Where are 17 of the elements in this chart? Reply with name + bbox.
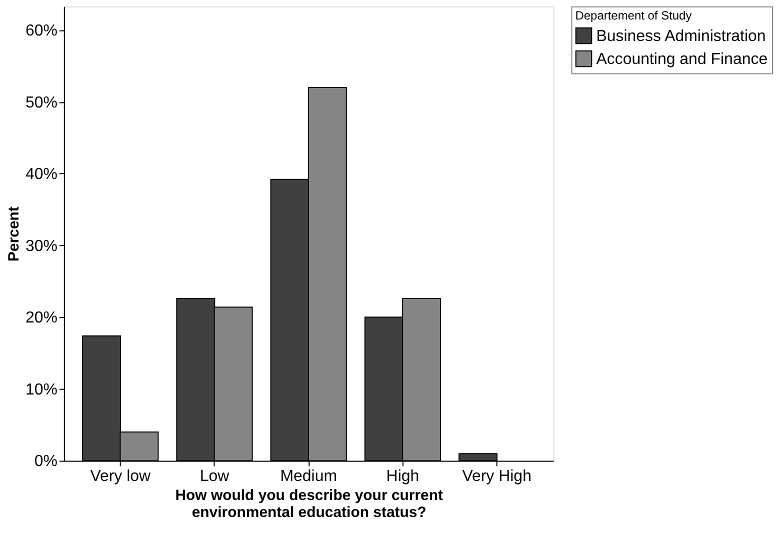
y-tick-label: 0% [34, 453, 58, 470]
y-axis-title: Percent [5, 206, 22, 262]
y-tick-label: 40% [25, 166, 58, 184]
x-tick-label: Very High [462, 468, 532, 486]
y-tick-label: 20% [25, 310, 58, 327]
y-tick-label: 30% [25, 238, 58, 255]
y-tick-label: 60% [25, 22, 58, 40]
legend-label: Accounting and Finance [596, 50, 768, 68]
x-tick-label: Low [200, 468, 230, 486]
x-tick-label: Very low [90, 468, 152, 486]
x-tick-label: High [386, 468, 420, 486]
y-tick-label: 10% [25, 381, 58, 398]
y-tick-label: 50% [25, 94, 58, 112]
legend-label: Business Administration [596, 28, 766, 45]
x-tick-label: Medium [280, 468, 337, 486]
legend-title: Departement of Study [575, 8, 692, 22]
x-axis-title: How would you describe your current environmental education status? [175, 487, 444, 522]
